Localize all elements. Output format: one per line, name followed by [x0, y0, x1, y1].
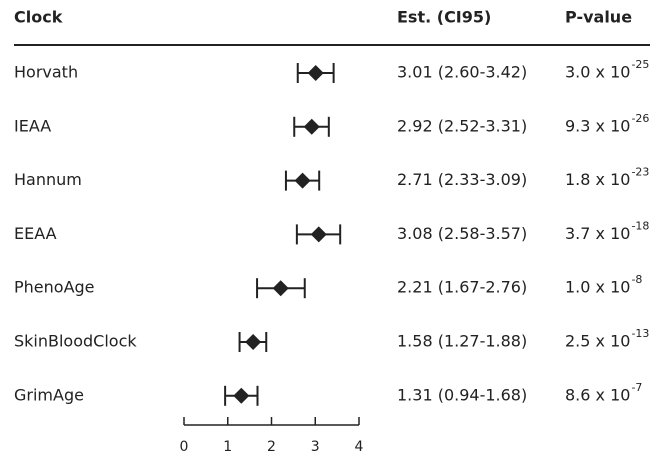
estimate-label: 2.92 (2.52-3.31)	[397, 116, 527, 135]
estimate-marker	[245, 334, 262, 350]
x-tick-label: 1	[223, 439, 232, 455]
row-label: GrimAge	[14, 385, 84, 404]
column-header: Est. (CI95)	[397, 8, 491, 27]
p-value-exponent: -25	[631, 58, 649, 71]
row-label: Hannum	[14, 170, 82, 189]
column-header: P-value	[565, 8, 632, 27]
estimate-marker	[307, 65, 324, 81]
column-header: Clock	[14, 8, 63, 27]
p-value-mantissa: 1.8 x 10	[565, 170, 630, 189]
estimate-marker	[233, 387, 250, 404]
x-tick-label: 3	[311, 439, 320, 455]
estimate-label: 2.21 (1.67-2.76)	[397, 278, 527, 297]
p-value-exponent: -13	[631, 327, 649, 340]
p-value-exponent: -23	[631, 166, 649, 179]
estimate-marker	[310, 226, 327, 243]
estimate-label: 1.31 (0.94-1.68)	[397, 385, 527, 404]
x-tick-label: 0	[180, 439, 189, 455]
p-value-mantissa: 3.0 x 10	[565, 63, 630, 82]
x-tick-label: 2	[267, 439, 276, 455]
p-value-mantissa: 1.0 x 10	[565, 278, 630, 297]
p-value-mantissa: 9.3 x 10	[565, 116, 630, 135]
estimate-label: 1.58 (1.27-1.88)	[397, 332, 527, 351]
row-label: IEAA	[14, 116, 51, 135]
p-value-exponent: -18	[631, 219, 649, 232]
estimate-marker	[272, 280, 289, 297]
p-value-mantissa: 2.5 x 10	[565, 332, 630, 351]
x-tick-label: 4	[355, 439, 364, 455]
p-value-exponent: -26	[631, 112, 649, 125]
estimate-marker	[303, 118, 320, 135]
estimate-marker	[294, 172, 311, 189]
row-label: Horvath	[14, 63, 78, 82]
estimate-label: 2.71 (2.33-3.09)	[397, 170, 527, 189]
row-label: SkinBloodClock	[14, 332, 137, 351]
p-value-mantissa: 8.6 x 10	[565, 385, 630, 404]
p-value-exponent: -7	[631, 381, 642, 394]
row-label: PhenoAge	[14, 278, 95, 297]
row-label: EEAA	[14, 224, 57, 243]
estimate-label: 3.08 (2.58-3.57)	[397, 224, 527, 243]
estimate-label: 3.01 (2.60-3.42)	[397, 63, 527, 82]
p-value-exponent: -8	[631, 273, 642, 286]
p-value-mantissa: 3.7 x 10	[565, 224, 630, 243]
